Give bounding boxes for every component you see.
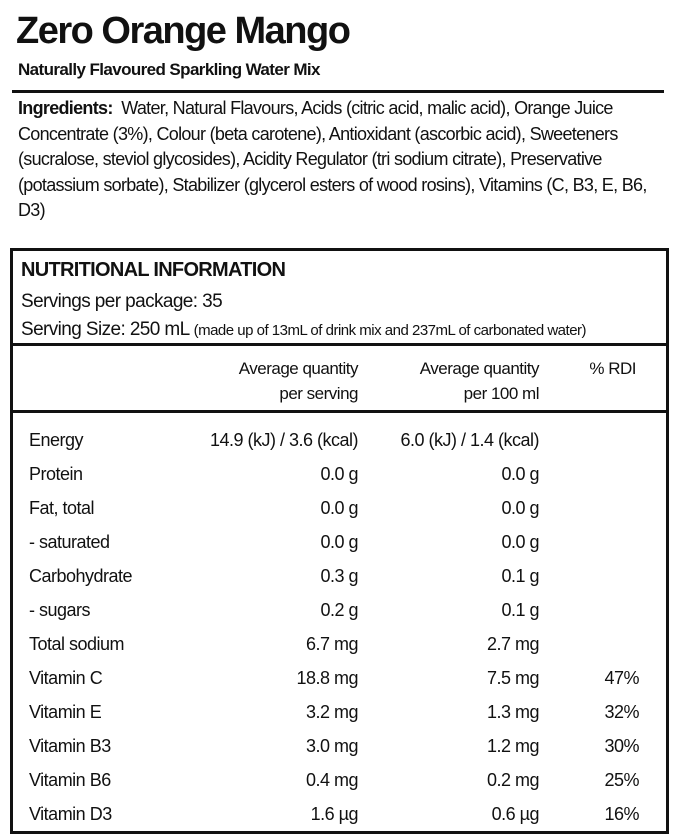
table-row: Energy 14.9 (kJ) / 3.6 (kcal) 6.0 (kJ) / 1…: [13, 424, 666, 458]
cell-rdi: 47%: [604, 668, 639, 688]
cell-serving: 0.0 g: [320, 532, 358, 552]
table-row: Vitamin D3 1.6 µg 0.6 µg 16%: [13, 798, 666, 832]
table-row: Protein 0.0 g 0.0 g: [13, 458, 666, 492]
ingredients-label: Ingredients:: [18, 98, 113, 118]
cell-name: Vitamin C: [29, 668, 103, 688]
column-headers: Average quantity per serving Average quan…: [13, 346, 666, 413]
col-rdi: % RDI: [589, 359, 636, 378]
cell-name: - sugars: [29, 600, 91, 620]
cell-per100: 0.0 g: [501, 464, 539, 484]
cell-serving: 14.9 (kJ) / 3.6 (kcal): [209, 430, 359, 450]
cell-serving: 0.4 mg: [305, 770, 359, 790]
cell-name: Vitamin B6: [29, 770, 111, 790]
cell-per100: 2.7 mg: [486, 634, 540, 654]
cell-rdi: 32%: [604, 702, 639, 722]
cell-rdi: 16%: [604, 804, 639, 824]
col-per-serving: Average quantity per serving: [238, 359, 359, 403]
cell-name: Protein: [29, 464, 83, 484]
table-row: Vitamin C 18.8 mg 7.5 mg 47%: [13, 662, 666, 696]
cell-serving: 0.0 g: [320, 464, 358, 484]
cell-per100: 1.2 mg: [486, 736, 540, 756]
cell-serving: 0.0 g: [320, 498, 358, 518]
cell-serving: 0.3 g: [320, 566, 358, 586]
cell-rdi: 30%: [604, 736, 639, 756]
table-row: Total sodium 6.7 mg 2.7 mg: [13, 628, 666, 662]
cell-per100: 0.0 g: [501, 498, 539, 518]
cell-name: Vitamin D3: [29, 804, 112, 824]
table-row: Fat, total 0.0 g 0.0 g: [13, 492, 666, 526]
cell-name: Carbohydrate: [29, 566, 133, 586]
table-row: Carbohydrate 0.3 g 0.1 g: [13, 560, 666, 594]
cell-name: Vitamin B3: [29, 736, 111, 756]
cell-serving: 6.7 mg: [305, 634, 359, 654]
cell-serving: 3.0 mg: [305, 736, 359, 756]
cell-name: Total sodium: [29, 634, 125, 654]
servings-per-package: Servings per package: 35: [21, 291, 223, 312]
product-subtitle: Naturally Flavoured Sparkling Water Mix: [18, 60, 320, 79]
cell-per100: 0.2 mg: [486, 770, 540, 790]
product-title: Zero Orange Mango: [16, 10, 351, 52]
serving-note: (made up of 13mL of drink mix and 237mL …: [193, 322, 587, 339]
cell-serving: 0.2 g: [320, 600, 358, 620]
nutrition-header: NUTRITIONAL INFORMATION Servings per pac…: [13, 251, 666, 346]
table-row: Vitamin B3 3.0 mg 1.2 mg 30%: [13, 730, 666, 764]
table-row: Vitamin E 3.2 mg 1.3 mg 32%: [13, 696, 666, 730]
cell-serving: 18.8 mg: [296, 668, 358, 688]
table-row: - saturated 0.0 g 0.0 g: [13, 526, 666, 560]
cell-serving: 3.2 mg: [305, 702, 359, 722]
cell-name: Fat, total: [29, 498, 95, 518]
cell-per100: 0.6 µg: [491, 804, 540, 824]
cell-serving: 1.6 µg: [310, 804, 359, 824]
table-row: Vitamin B6 0.4 mg 0.2 mg 25%: [13, 764, 666, 798]
cell-per100: 0.1 g: [501, 600, 539, 620]
table-row: - sugars 0.2 g 0.1 g: [13, 594, 666, 628]
serving-size-value: Serving Size: 250 mL: [21, 319, 189, 340]
divider: [12, 90, 664, 93]
ingredients-text: Water, Natural Flavours, Acids (citric a…: [18, 98, 647, 220]
nutrition-heading: NUTRITIONAL INFORMATION: [21, 259, 286, 281]
cell-name: - saturated: [29, 532, 110, 552]
cell-per100: 6.0 (kJ) / 1.4 (kcal): [400, 430, 539, 450]
cell-per100: 0.1 g: [501, 566, 539, 586]
ingredients: Ingredients: Water, Natural Flavours, Ac…: [18, 96, 668, 224]
nutrition-panel: NUTRITIONAL INFORMATION Servings per pac…: [10, 248, 669, 834]
col-per-100ml: Average quantity per 100 ml: [419, 359, 540, 403]
serving-size: Serving Size: 250 mL (made up of 13mL of…: [21, 319, 587, 341]
cell-name: Energy: [29, 430, 84, 450]
cell-rdi: 25%: [604, 770, 639, 790]
cell-name: Vitamin E: [29, 702, 102, 722]
cell-per100: 1.3 mg: [486, 702, 540, 722]
cell-per100: 7.5 mg: [486, 668, 540, 688]
cell-per100: 0.0 g: [501, 532, 539, 552]
